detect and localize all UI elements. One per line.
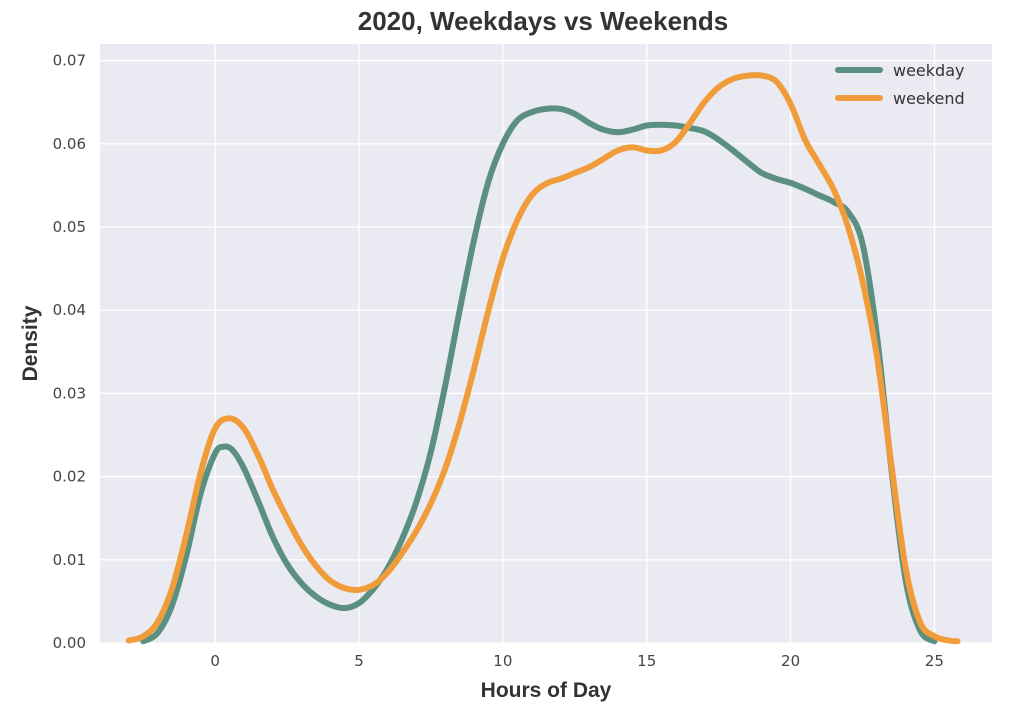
y-tick-label: 0.04 <box>53 301 86 319</box>
legend-label-weekday: weekday <box>893 61 964 80</box>
legend: weekday weekend <box>835 61 965 108</box>
y-tick-label: 0.00 <box>53 634 86 652</box>
y-tick-label: 0.02 <box>53 468 86 486</box>
series-line-weekend <box>125 72 961 645</box>
x-tick-label: 0 <box>210 652 220 670</box>
x-tick-label: 25 <box>925 652 944 670</box>
chart-title: 2020, Weekdays vs Weekends <box>358 6 729 36</box>
x-axis-ticks: 0 5 10 15 20 25 <box>210 652 944 670</box>
plot-area <box>100 44 992 643</box>
y-tick-label: 0.05 <box>53 218 86 236</box>
legend-label-weekend: weekend <box>893 89 965 108</box>
y-tick-label: 0.03 <box>53 384 86 402</box>
series-line-weekday <box>140 105 938 645</box>
y-axis-ticks: 0.00 0.01 0.02 0.03 0.04 0.05 0.06 0.07 <box>53 52 86 652</box>
x-axis-label: Hours of Day <box>481 679 612 702</box>
y-axis-label: Density <box>19 305 42 381</box>
y-tick-label: 0.01 <box>53 551 86 569</box>
y-tick-label: 0.06 <box>53 135 86 153</box>
x-tick-label: 10 <box>493 652 512 670</box>
grid-lines <box>100 44 992 644</box>
x-tick-label: 20 <box>781 652 800 670</box>
y-tick-label: 0.07 <box>53 52 86 70</box>
series-lines <box>125 72 961 645</box>
x-tick-label: 15 <box>637 652 656 670</box>
x-tick-label: 5 <box>354 652 364 670</box>
